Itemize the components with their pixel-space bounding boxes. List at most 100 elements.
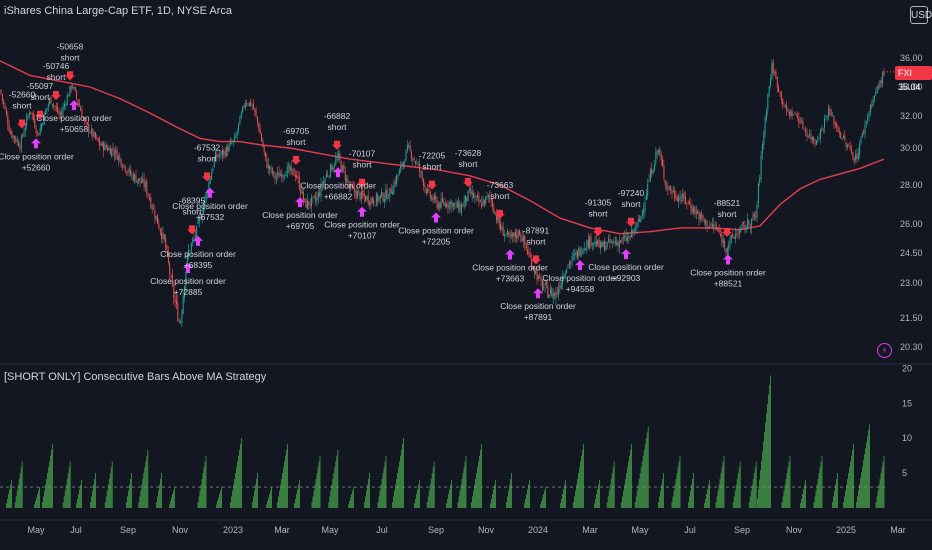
- histogram-bar: [110, 467, 112, 508]
- histogram-bar: [396, 478, 397, 508]
- histogram-bar: [17, 484, 19, 508]
- histogram-bar: [844, 496, 845, 508]
- candle-body: [583, 248, 585, 250]
- histogram-bar: [625, 478, 626, 508]
- histogram-bar: [329, 496, 331, 508]
- candle-body: [632, 229, 634, 234]
- histogram-bar: [599, 480, 600, 508]
- candle-body: [552, 293, 554, 299]
- candle-body: [437, 204, 439, 209]
- histogram-bar: [783, 490, 785, 508]
- candle-body: [262, 140, 264, 147]
- candle-body: [238, 123, 240, 130]
- candle-body: [139, 177, 141, 182]
- candle-body: [744, 224, 746, 231]
- histogram-bar: [459, 490, 461, 508]
- candle-body: [115, 149, 117, 154]
- candle-body: [423, 178, 425, 187]
- candle-body: [707, 226, 709, 228]
- histogram-bar: [510, 478, 511, 508]
- candle-body: [740, 226, 742, 232]
- candle-body: [702, 215, 704, 221]
- histogram-bar: [545, 487, 546, 508]
- candle-body: [255, 110, 257, 116]
- candle-body: [381, 191, 383, 197]
- histogram-bar: [402, 444, 403, 508]
- candle-body: [217, 155, 219, 157]
- close-order-label: Close position order: [160, 249, 236, 259]
- candle-body: [356, 191, 358, 199]
- histogram-bar: [875, 502, 877, 508]
- histogram-bar: [507, 496, 508, 508]
- candle-body: [467, 190, 469, 202]
- candle-body: [132, 174, 134, 181]
- lightning-icon[interactable]: ⚡: [877, 343, 892, 358]
- candle-body: [574, 253, 576, 256]
- candle-body: [672, 191, 674, 192]
- histogram-bar: [541, 501, 542, 508]
- candle-body: [539, 277, 541, 278]
- histogram-bar: [235, 473, 236, 508]
- histogram-bar: [314, 484, 316, 508]
- histogram-bar: [528, 484, 529, 508]
- candle-body: [482, 200, 484, 206]
- candle-body: [281, 174, 283, 179]
- candle-body: [100, 144, 102, 146]
- candle-body: [409, 145, 411, 151]
- histogram-bar: [879, 478, 881, 508]
- x-tick-label: Sep: [428, 525, 444, 535]
- histogram-bar: [51, 449, 52, 508]
- candle-body: [694, 206, 696, 214]
- candle-body: [551, 288, 553, 298]
- candle-body: [454, 203, 456, 205]
- candle-body: [802, 120, 804, 129]
- close-order-label: +70107: [348, 231, 377, 241]
- candle-body: [747, 219, 749, 229]
- currency-button[interactable]: USD: [910, 6, 932, 24]
- histogram-bar: [62, 502, 64, 508]
- histogram-bar: [427, 496, 429, 508]
- candle-body: [649, 170, 651, 182]
- candle-body: [279, 174, 281, 176]
- candle-body: [528, 252, 530, 255]
- histogram-bar: [659, 496, 660, 508]
- histogram-bar: [198, 496, 200, 508]
- histogram-bar: [869, 424, 870, 508]
- candle-body: [309, 204, 311, 206]
- candle-body: [647, 184, 649, 196]
- histogram-bar: [674, 484, 676, 508]
- histogram-bar: [693, 473, 694, 508]
- histogram-bar: [353, 487, 354, 508]
- histogram-bar: [393, 496, 394, 508]
- histogram-bar: [279, 490, 280, 508]
- histogram-bar: [105, 496, 107, 508]
- candle-body: [96, 137, 98, 139]
- candle-body: [825, 117, 827, 118]
- candle-body: [510, 234, 512, 236]
- candle-body: [373, 200, 375, 205]
- candle-body: [836, 123, 838, 128]
- candle-body: [774, 71, 776, 73]
- close-order-arrow: [183, 263, 193, 273]
- histogram-bar: [172, 494, 173, 508]
- candle-body: [509, 232, 511, 238]
- histogram-bar: [862, 466, 863, 508]
- histogram-bar: [832, 502, 833, 508]
- histogram-bar: [738, 467, 740, 508]
- candle-body: [321, 183, 323, 186]
- histogram-bar: [253, 496, 254, 508]
- candle-body: [350, 184, 352, 187]
- candle-body: [820, 129, 821, 139]
- histogram-bar: [481, 444, 482, 508]
- candle-body: [736, 233, 738, 234]
- candle-body: [112, 148, 114, 152]
- histogram-bar: [646, 432, 648, 508]
- histogram-bar: [565, 480, 566, 508]
- candle-body: [410, 151, 412, 159]
- histogram-bar: [270, 490, 271, 508]
- candle-body: [501, 226, 503, 230]
- candle-body: [541, 280, 543, 290]
- histogram-bar: [67, 473, 69, 508]
- moving-average-line: [0, 60, 885, 235]
